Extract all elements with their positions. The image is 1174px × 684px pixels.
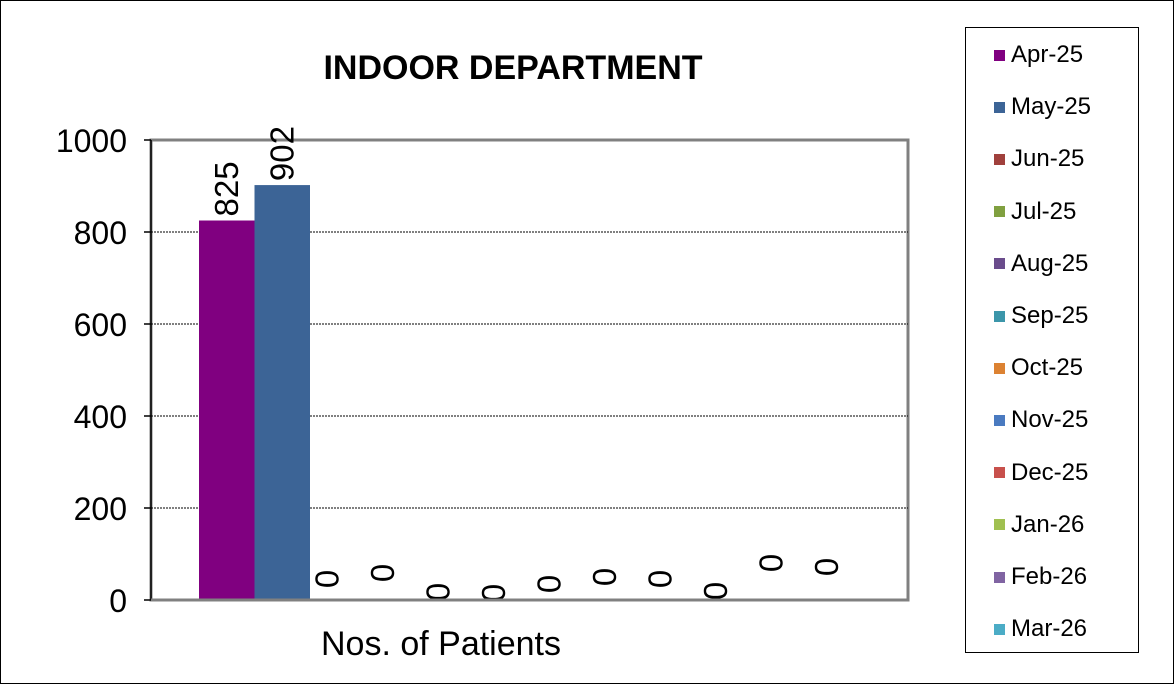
legend-item-dec-25: Dec-25 — [994, 459, 1088, 487]
chart-legend: Apr-25 May-25 Jun-25 Jul-25 Aug-25 Sep-25 Oct-… — [965, 27, 1139, 653]
legend-label: Jun-25 — [1011, 145, 1085, 173]
legend-item-jul-25: Jul-25 — [994, 198, 1076, 226]
legend-label: Aug-25 — [1011, 249, 1089, 277]
bar-apr-25 — [199, 220, 255, 600]
legend-label: Sep-25 — [1011, 302, 1089, 329]
legend-swatch — [994, 49, 1005, 61]
data-label-jun-25: 0 — [308, 570, 345, 588]
data-label-nov-25: 0 — [586, 568, 623, 586]
y-tick-label: 1000 — [56, 123, 127, 159]
legend-swatch — [994, 414, 1005, 426]
legend-label: Nov-25 — [1011, 406, 1089, 434]
legend-label: Feb-26 — [1011, 563, 1088, 590]
legend-label: Jan-26 — [1011, 510, 1085, 538]
legend-swatch — [994, 519, 1005, 531]
data-label-apr-25: 825 — [208, 161, 245, 216]
legend-swatch — [994, 206, 1005, 218]
legend-label: Mar-26 — [1011, 615, 1088, 643]
legend-swatch — [994, 571, 1005, 583]
legend-swatch — [994, 467, 1005, 479]
legend-item-mar-26: Mar-26 — [994, 615, 1087, 643]
bar-may-25 — [254, 185, 310, 600]
data-label-dec-25: 0 — [641, 570, 678, 588]
y-tick-label: 800 — [74, 215, 127, 251]
data-label-mar-26: 0 — [808, 558, 845, 576]
legend-swatch — [994, 362, 1005, 374]
data-label-jul-25: 0 — [364, 564, 401, 582]
legend-item-oct-25: Oct-25 — [994, 354, 1083, 382]
legend-item-jun-25: Jun-25 — [994, 145, 1084, 173]
legend-swatch — [994, 101, 1005, 113]
legend-label: May-25 — [1011, 93, 1092, 121]
data-label-feb-26: 0 — [752, 554, 789, 572]
legend-item-sep-25: Sep-25 — [994, 302, 1088, 330]
y-tick-label: 200 — [74, 491, 127, 527]
x-axis-label: Nos. of Patients — [321, 625, 561, 663]
data-label-sep-25: 0 — [475, 584, 512, 602]
legend-label: Apr-25 — [1011, 41, 1084, 68]
y-tick-label: 600 — [74, 307, 127, 343]
data-label-oct-25: 0 — [530, 575, 567, 593]
legend-label: Oct-25 — [1011, 354, 1084, 382]
legend-swatch — [994, 258, 1005, 270]
y-tick-label: 0 — [109, 583, 127, 619]
legend-item-nov-25: Nov-25 — [994, 406, 1088, 434]
legend-item-apr-25: Apr-25 — [994, 41, 1083, 69]
legend-item-may-25: May-25 — [994, 93, 1091, 121]
data-label-jan-26: 0 — [697, 582, 734, 600]
legend-label: Jul-25 — [1011, 197, 1077, 225]
legend-item-feb-26: Feb-26 — [994, 563, 1087, 591]
legend-swatch — [994, 310, 1005, 322]
y-tick-label: 400 — [74, 399, 127, 435]
legend-swatch — [994, 623, 1005, 635]
legend-label: Dec-25 — [1011, 458, 1089, 486]
chart-title: INDOOR DEPARTMENT — [323, 49, 702, 87]
legend-item-aug-25: Aug-25 — [994, 250, 1088, 278]
legend-swatch — [994, 153, 1005, 165]
data-label-may-25: 902 — [263, 126, 300, 181]
data-label-aug-25: 0 — [419, 583, 456, 601]
legend-item-jan-26: Jan-26 — [994, 511, 1084, 539]
